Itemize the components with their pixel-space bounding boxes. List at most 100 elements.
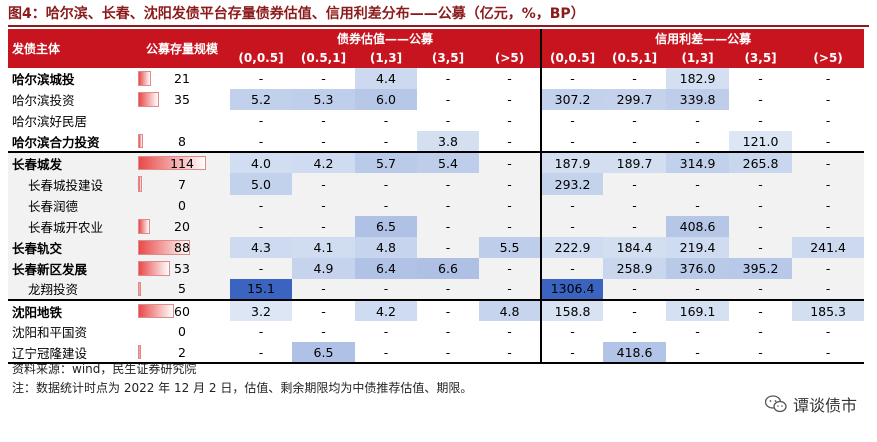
spread-cell: - — [758, 71, 763, 87]
issuer-name: 长春新区发展 — [8, 257, 134, 279]
spread-term-header: (3,5] — [729, 48, 793, 68]
valuation-cell: - — [355, 173, 417, 195]
valuation-term-header: (0,0.5] — [230, 48, 292, 68]
valuation-cell: - — [417, 278, 479, 301]
spread-cell: - — [666, 173, 730, 195]
spread-cell: - — [540, 68, 604, 90]
table-row: 哈尔滨投资 35 5.2 5.3 6.0 - - 307.2 299.7 339.8 - - — [8, 89, 864, 111]
valuation-cell: - — [292, 194, 355, 216]
spread-cell: 187.9 — [540, 151, 604, 174]
spread-cell: 258.9 — [603, 257, 667, 279]
spread-cell: - — [603, 173, 667, 195]
valuation-cell: - — [445, 71, 451, 87]
table-row: 哈尔滨好民居 - - - - - - - - - - — [8, 110, 864, 132]
spread-cell: 182.9 — [666, 68, 730, 90]
table-row: 长春城投建设 7 5.0- - - -293.2- - - - — [8, 173, 865, 195]
issuer-name: 哈尔滨投资 — [12, 93, 75, 109]
valuation-cell: - — [355, 194, 417, 216]
spread-cell: 121.0 — [729, 131, 793, 153]
valuation-cell: - — [417, 194, 479, 216]
header-spread-group: 信用利差——公募 — [540, 29, 865, 48]
valuation-cell: - — [479, 257, 542, 279]
table-row: 沈阳和平国资 0 - - - - - - - - - - — [8, 321, 864, 343]
table-row: 长春城发 114 4.0 4.2 5.7 5.4-187.9 189.7 314.9 265.8… — [8, 151, 865, 174]
valuation-cell: - — [479, 215, 542, 237]
spread-cell: 158.8 — [540, 299, 604, 322]
scale-value: 7 — [178, 176, 186, 192]
valuation-cell: 15.1 — [230, 278, 292, 301]
valuation-cell: - — [321, 133, 326, 149]
valuation-cell: - — [479, 194, 542, 216]
spread-cell: - — [792, 151, 865, 174]
spread-cell: 185.3 — [792, 299, 865, 322]
notes: 资料来源：wind，民生证券研究院 注：数据统计时点为 2022 年 12 月 … — [12, 360, 472, 398]
valuation-cell: - — [445, 113, 451, 129]
spread-cell: - — [729, 299, 793, 322]
valuation-cell: - — [417, 236, 479, 258]
scale-bar — [138, 176, 143, 192]
spread-cell: - — [729, 278, 793, 301]
table-row: 哈尔滨城投 21 - - 4.4 - - - - 182.9 - - — [8, 68, 864, 90]
valuation-cell: - — [507, 71, 512, 87]
spread-cell: - — [540, 342, 604, 365]
spread-cell: 265.8 — [729, 151, 793, 174]
spread-cell: - — [540, 194, 604, 216]
issuer-name: 龙翔投资 — [8, 278, 134, 301]
header-scale: 公募存量规模 — [134, 29, 230, 68]
spread-cell: - — [758, 324, 763, 340]
valuation-cell: - — [321, 113, 326, 129]
valuation-cell: 6.4 — [355, 257, 417, 279]
valuation-cell: - — [417, 342, 479, 365]
issuer-name: 长春城发 — [8, 151, 134, 174]
spread-cell: - — [540, 321, 604, 343]
scale-value: 114 — [170, 155, 194, 171]
valuation-cell: - — [507, 324, 512, 340]
scale-value: 88 — [174, 239, 190, 255]
scale-value: 53 — [174, 260, 190, 276]
spread-cell: 189.7 — [603, 151, 667, 174]
issuer-name: 哈尔滨好民居 — [12, 114, 88, 130]
valuation-cell: - — [417, 173, 479, 195]
valuation-cell: 4.9 — [292, 257, 355, 279]
spread-cell: - — [632, 133, 637, 149]
spread-cell: 376.0 — [666, 257, 730, 279]
scale-bar — [138, 218, 150, 234]
scale-bar — [138, 260, 170, 276]
scale-cell: 7 — [134, 173, 230, 195]
spread-cell: - — [695, 113, 700, 129]
valuation-cell: - — [230, 257, 292, 279]
issuer-name: 长春润德 — [8, 194, 134, 216]
valuation-cell: - — [417, 215, 479, 237]
valuation-cell: - — [258, 113, 264, 129]
watermark-text: 谭谈债市 — [792, 396, 857, 415]
valuation-cell: - — [230, 215, 292, 237]
scale-cell: 8 — [134, 131, 230, 152]
issuer-name: 辽宁冠隆建设 — [8, 342, 134, 365]
scale-value: 0 — [178, 324, 186, 340]
valuation-term-header: (1,3] — [355, 48, 417, 68]
valuation-term-header: (>5) — [479, 48, 542, 68]
scale-bar — [138, 92, 159, 108]
scale-cell: 21 — [134, 68, 230, 89]
scale-bar — [138, 345, 141, 360]
valuation-cell: 5.7 — [355, 151, 417, 174]
table-row: 龙翔投资 5 15.1- - - -1306.4- - - - — [8, 278, 865, 301]
valuation-cell: 6.5 — [292, 342, 355, 365]
spread-cell: 418.6 — [603, 342, 667, 365]
spread-cell: - — [729, 194, 793, 216]
spread-cell: - — [666, 278, 730, 301]
scale-cell: 88 — [134, 236, 230, 258]
issuer-name: 沈阳和平国资 — [12, 325, 88, 341]
valuation-cell: 5.2 — [230, 89, 292, 111]
spread-cell: - — [792, 194, 865, 216]
valuation-cell: - — [479, 151, 542, 174]
scale-value: 20 — [174, 218, 190, 234]
valuation-cell: 4.1 — [292, 236, 355, 258]
valuation-cell: 5.5 — [479, 236, 542, 258]
scale-value: 0 — [178, 197, 186, 213]
valuation-cell: - — [355, 278, 417, 301]
spread-term-header: (>5) — [792, 48, 865, 68]
valuation-cell: - — [230, 342, 292, 365]
spread-cell: - — [540, 257, 604, 279]
spread-cell: - — [603, 299, 667, 322]
